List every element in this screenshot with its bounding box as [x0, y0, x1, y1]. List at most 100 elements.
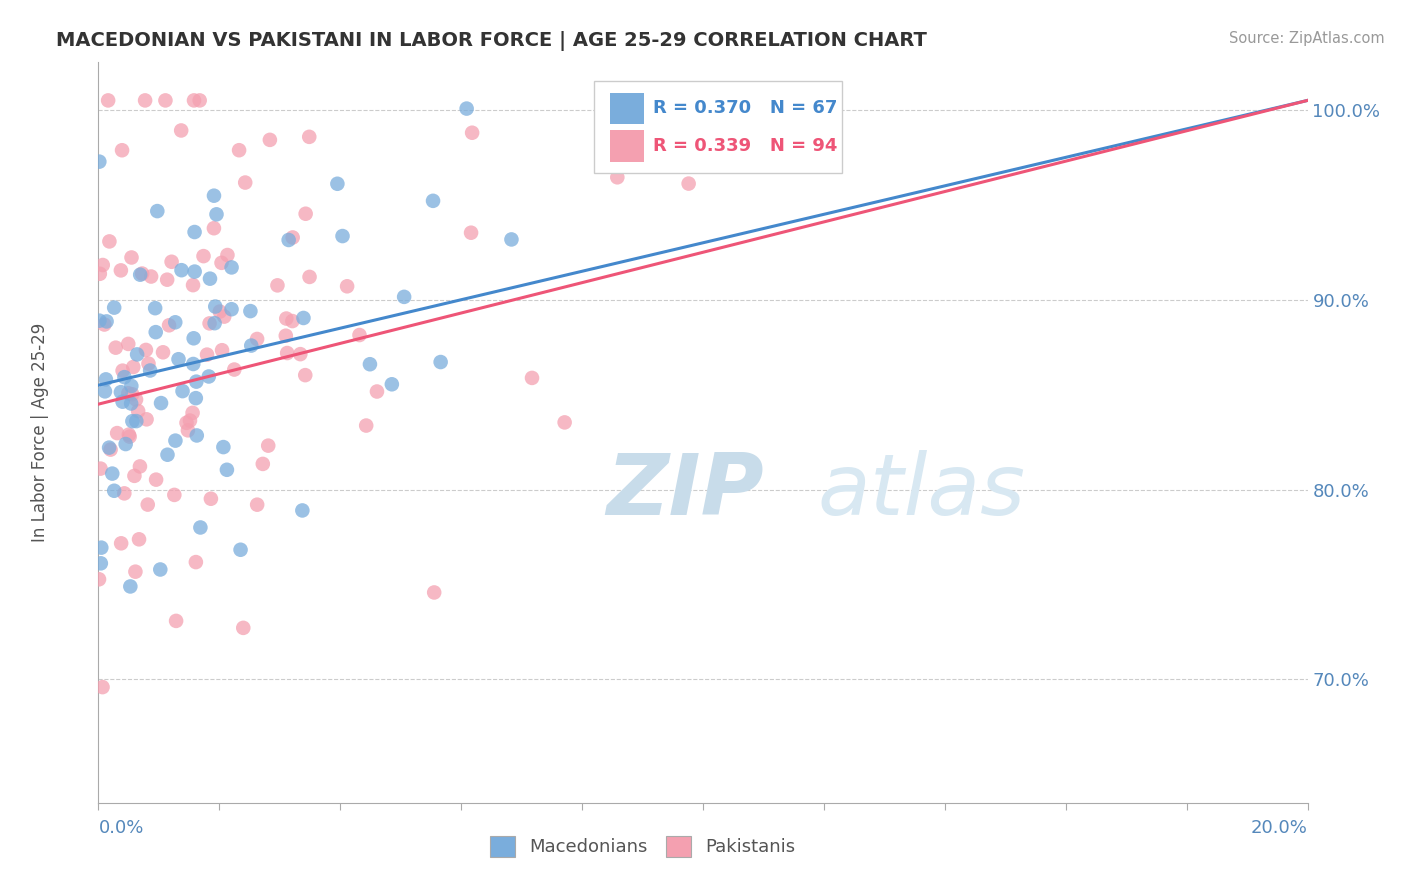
Point [112, 486, 135, 500]
Point [193, 249, 215, 263]
Point [103, 301, 125, 315]
Point [332, 229, 354, 244]
Point [291, 503, 314, 517]
Point [93, 318, 115, 332]
Point [221, 302, 243, 317]
Point [120, 379, 142, 393]
Point [94, 384, 117, 399]
Point [281, 314, 304, 328]
Point [257, 439, 280, 453]
Point [229, 542, 252, 557]
Point [298, 129, 321, 144]
Point [122, 359, 145, 374]
Point [246, 332, 269, 346]
Point [198, 369, 221, 384]
Point [181, 406, 204, 420]
Point [183, 331, 205, 345]
Point [87, 572, 110, 586]
Point [190, 520, 212, 534]
Point [221, 260, 243, 275]
Point [277, 233, 299, 247]
Point [97, 94, 120, 108]
Point [202, 221, 225, 235]
Point [281, 230, 304, 244]
Point [184, 555, 207, 569]
Point [208, 304, 231, 318]
Point [145, 473, 167, 487]
Point [290, 347, 312, 361]
Point [460, 226, 482, 240]
Point [167, 352, 190, 367]
Legend: Macedonians, Pakistanis: Macedonians, Pakistanis [482, 829, 803, 864]
Point [326, 177, 349, 191]
Point [204, 300, 226, 314]
Point [359, 357, 381, 371]
Point [606, 170, 628, 185]
Point [240, 338, 263, 352]
Point [110, 536, 132, 550]
Point [520, 371, 543, 385]
Point [165, 434, 187, 448]
Point [124, 565, 146, 579]
Text: MACEDONIAN VS PAKISTANI IN LABOR FORCE | AGE 25-29 CORRELATION CHART: MACEDONIAN VS PAKISTANI IN LABOR FORCE |… [56, 31, 927, 51]
Point [111, 394, 134, 409]
Point [135, 343, 157, 357]
Point [501, 232, 523, 246]
Point [294, 207, 316, 221]
Point [177, 423, 200, 437]
Point [336, 279, 359, 293]
Point [104, 341, 127, 355]
FancyBboxPatch shape [595, 81, 842, 173]
Point [170, 263, 193, 277]
Point [131, 267, 153, 281]
Point [294, 368, 316, 383]
Point [124, 468, 146, 483]
Point [128, 533, 150, 547]
Point [111, 364, 134, 378]
Point [461, 126, 484, 140]
Point [103, 483, 125, 498]
Point [101, 467, 124, 481]
Point [170, 123, 193, 137]
Point [183, 225, 205, 239]
Point [181, 357, 204, 371]
Point [239, 304, 262, 318]
Point [117, 337, 139, 351]
Point [217, 248, 239, 262]
Point [183, 94, 205, 108]
Point [422, 194, 444, 208]
Point [96, 314, 118, 328]
Point [179, 414, 201, 428]
Point [429, 355, 451, 369]
Point [204, 316, 226, 330]
Point [212, 440, 235, 454]
Point [232, 621, 254, 635]
Point [110, 385, 132, 400]
Point [155, 94, 177, 108]
Point [150, 396, 173, 410]
Point [183, 264, 205, 278]
Point [125, 392, 148, 407]
Point [165, 614, 187, 628]
Point [259, 133, 281, 147]
Point [90, 541, 112, 555]
Text: In Labor Force | Age 25-29: In Labor Force | Age 25-29 [31, 323, 49, 542]
Point [198, 317, 221, 331]
Point [136, 498, 159, 512]
Point [91, 258, 114, 272]
Point [149, 562, 172, 576]
Point [139, 269, 162, 284]
Point [89, 154, 111, 169]
Point [215, 463, 238, 477]
Point [211, 256, 233, 270]
Point [89, 267, 111, 281]
Point [125, 414, 148, 428]
Point [156, 273, 179, 287]
Text: Source: ZipAtlas.com: Source: ZipAtlas.com [1229, 31, 1385, 46]
Text: 20.0%: 20.0% [1251, 819, 1308, 837]
Point [200, 491, 222, 506]
Point [91, 680, 114, 694]
Point [678, 177, 700, 191]
Point [246, 498, 269, 512]
Point [129, 268, 152, 282]
